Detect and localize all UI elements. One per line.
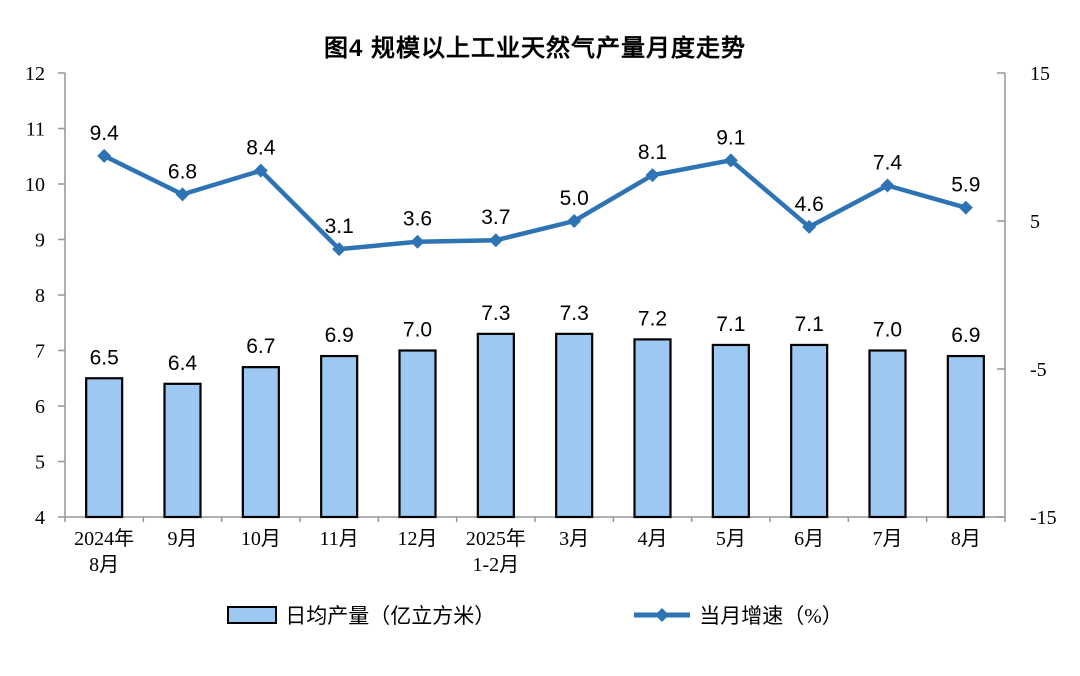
line-value-label: 3.7 — [481, 206, 510, 229]
left-axis-label: 7 — [35, 341, 45, 363]
legend-line-label: 当月增速（%） — [699, 604, 843, 628]
legend-entry-bar: 日均产量（亿立方米） — [227, 600, 495, 630]
bar-value-label: 7.0 — [403, 319, 432, 342]
bar-value-label: 6.7 — [246, 335, 275, 358]
bar-value-label: 7.1 — [716, 313, 745, 336]
x-axis-category-label: 6月 — [794, 528, 824, 550]
right-axis-label: 5 — [1030, 211, 1040, 233]
line-value-label: 5.9 — [951, 174, 980, 197]
left-axis-label: 4 — [35, 507, 45, 529]
line-point-marker — [645, 168, 660, 183]
x-axis-category-label: 8月 — [951, 528, 981, 550]
line-value-label: 6.8 — [168, 160, 197, 183]
bar — [790, 343, 829, 519]
line-point-marker — [958, 200, 973, 215]
line-point-marker — [97, 148, 112, 163]
line-value-label: 8.4 — [246, 137, 276, 160]
right-axis-label: -15 — [1030, 507, 1057, 529]
line-value-label: 7.4 — [873, 151, 903, 174]
line-value-label: 9.4 — [90, 122, 120, 145]
bar — [555, 332, 594, 519]
bar-value-label: 6.4 — [168, 352, 198, 375]
x-axis-category-label: 11月 — [320, 528, 359, 550]
left-axis-label: 9 — [35, 230, 45, 252]
bar — [163, 382, 202, 519]
combo-chart: 4 5 6 7 8 9 10 11 12 -15 -5 5 15 2024年 8月 9月 10月 11月 12月 20… — [25, 63, 1057, 576]
legend-entry-line: 当月增速（%） — [633, 600, 843, 630]
bar — [711, 343, 750, 519]
bar-value-label: 7.1 — [795, 313, 824, 336]
x-axis-category-label: 1-2月 — [472, 554, 519, 576]
line-point-marker — [332, 242, 347, 257]
bar — [868, 349, 907, 519]
bar — [320, 354, 359, 519]
line-value-label: 8.1 — [638, 141, 667, 164]
x-axis-category-label: 2025年 — [466, 527, 526, 550]
x-axis-category-label: 3月 — [559, 528, 589, 550]
line-point-marker — [253, 163, 268, 178]
bar-value-label: 6.9 — [325, 324, 354, 347]
bar-value-label: 6.5 — [90, 346, 119, 369]
bar-value-label: 6.9 — [951, 324, 980, 347]
line-value-label: 3.6 — [403, 208, 432, 231]
line-point-marker — [410, 234, 425, 249]
chart-legend: 日均产量（亿立方米） 当月增速（%） — [0, 600, 1070, 630]
bar-swatch-icon — [227, 606, 278, 624]
bar — [398, 349, 437, 519]
left-axis-label: 10 — [25, 174, 45, 196]
line-value-label: 5.0 — [560, 187, 589, 210]
x-axis-category-label: 2024年 — [74, 527, 134, 550]
right-axis-label: -5 — [1030, 359, 1047, 381]
line-point-marker — [567, 214, 582, 228]
line-point-marker — [723, 153, 738, 168]
left-axis-label: 5 — [35, 452, 45, 474]
line-value-label: 4.6 — [795, 193, 824, 216]
line-point-marker — [880, 178, 895, 193]
bar — [241, 366, 280, 519]
legend-bar-label: 日均产量（亿立方米） — [285, 604, 496, 628]
bar-value-label: 7.3 — [481, 302, 510, 325]
x-axis-category-label: 10月 — [241, 528, 281, 550]
x-axis-category-label: 12月 — [398, 528, 438, 550]
line-value-label: 3.1 — [325, 215, 354, 238]
bar-value-label: 7.0 — [873, 319, 902, 342]
x-axis-category-label: 9月 — [168, 528, 198, 550]
bar — [85, 377, 124, 519]
bar — [946, 354, 985, 519]
bar-value-label: 7.2 — [638, 307, 667, 330]
x-axis-category-label: 8月 — [89, 554, 119, 576]
line-point-marker — [802, 219, 817, 234]
bar — [476, 332, 515, 519]
bar-value-label: 7.3 — [560, 302, 589, 325]
x-axis-category-label: 5月 — [716, 528, 746, 550]
x-axis-category-label: 4月 — [638, 528, 668, 550]
chart-title: 图4 规模以上工业天然气产量月度走势 — [323, 35, 746, 62]
growth-line — [103, 153, 967, 252]
left-axis-label: 8 — [35, 285, 45, 307]
line-point-marker — [488, 233, 503, 248]
right-axis-label: 15 — [1030, 63, 1050, 85]
line-marker-icon — [634, 608, 691, 622]
left-axis-label: 12 — [25, 63, 45, 85]
left-axis-label: 6 — [35, 396, 45, 418]
line-point-marker — [175, 187, 190, 202]
left-axis-label: 11 — [26, 119, 45, 141]
x-axis-category-label: 7月 — [873, 528, 903, 550]
bar — [633, 338, 672, 519]
line-value-label: 9.1 — [716, 126, 745, 149]
